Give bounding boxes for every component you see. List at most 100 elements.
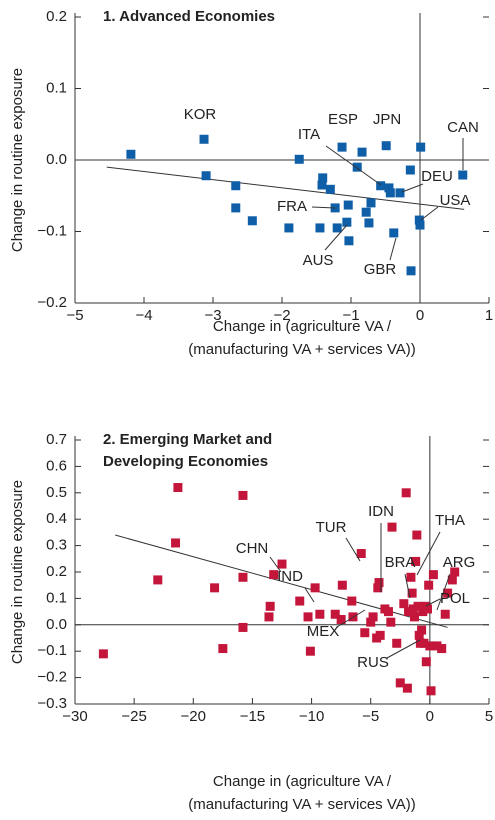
- point: [357, 147, 367, 157]
- point: [373, 583, 383, 593]
- x-tick-label: 5: [485, 708, 493, 725]
- point: [210, 583, 220, 593]
- annotation: POL: [440, 590, 470, 607]
- point: [404, 607, 414, 617]
- point: [126, 149, 136, 159]
- y-tick-label: 0.1: [46, 79, 67, 96]
- x-tick-label: 0: [426, 708, 434, 725]
- leader-line: [386, 639, 421, 659]
- point: [352, 162, 362, 172]
- leader-line: [336, 609, 366, 628]
- annotation: TUR: [316, 519, 347, 536]
- point: [386, 617, 396, 627]
- point: [381, 141, 391, 151]
- annotation: KOR: [184, 106, 217, 123]
- y-axis-title: Change in routine exposure: [9, 68, 26, 252]
- y-tick-label: −0.1: [37, 222, 67, 239]
- annotation: ITA: [298, 126, 320, 143]
- x-tick-label: −1: [342, 307, 359, 324]
- point: [265, 601, 275, 611]
- point: [383, 607, 393, 617]
- point: [376, 181, 386, 191]
- annotation: JPN: [373, 111, 401, 128]
- leader-line: [269, 556, 282, 573]
- point: [98, 649, 108, 659]
- point: [421, 657, 431, 667]
- point: [337, 580, 347, 590]
- point: [407, 588, 417, 598]
- annotation: CAN: [447, 119, 479, 136]
- point: [337, 142, 347, 152]
- annotation: IND: [277, 568, 303, 585]
- point: [428, 570, 438, 580]
- point: [366, 617, 376, 627]
- point: [399, 599, 409, 609]
- leader-line: [416, 531, 441, 576]
- leader-line: [436, 573, 451, 611]
- y-tick-label: 0.7: [46, 431, 67, 448]
- point: [361, 207, 371, 217]
- point: [406, 572, 416, 582]
- point: [375, 630, 385, 640]
- x-tick-label: −5: [362, 708, 379, 725]
- x-tick-label: −30: [62, 708, 87, 725]
- point: [366, 198, 376, 208]
- scatter-panel: −0.3 −0.2 −0.1 0.0 0.1 0.2 0.3 0.4 0.5 0.6 0.7 −30 −…: [9, 431, 493, 813]
- point: [395, 188, 405, 198]
- leader-line: [325, 145, 382, 186]
- leader-line: [345, 537, 361, 562]
- point: [153, 575, 163, 585]
- point: [412, 530, 422, 540]
- point: [231, 203, 241, 213]
- point: [406, 266, 416, 276]
- leader-line: [425, 598, 441, 607]
- point: [330, 609, 340, 619]
- point: [294, 154, 304, 164]
- point: [201, 171, 211, 181]
- point: [443, 588, 453, 598]
- point: [238, 622, 248, 632]
- x-tick-label: −2: [273, 307, 290, 324]
- point: [437, 644, 447, 654]
- point: [414, 630, 424, 640]
- x-tick-label: −3: [204, 307, 221, 324]
- fit-line: [106, 166, 465, 210]
- point: [440, 609, 450, 619]
- point: [332, 223, 342, 233]
- annotation: RUS: [357, 654, 389, 671]
- y-tick-label: 0.0: [46, 151, 67, 168]
- point: [344, 236, 354, 246]
- y-tick-label: −0.3: [37, 695, 67, 712]
- point: [415, 220, 425, 230]
- point: [364, 218, 374, 228]
- point: [199, 134, 209, 144]
- annotation: BRA: [385, 554, 416, 571]
- point: [277, 559, 287, 569]
- point: [247, 216, 257, 226]
- point: [385, 188, 395, 198]
- y-tick-label: 0.1: [46, 589, 67, 606]
- point: [422, 604, 432, 614]
- point: [231, 181, 241, 191]
- point: [458, 170, 468, 180]
- leader-line: [389, 237, 397, 261]
- point: [264, 612, 274, 622]
- point: [360, 628, 370, 638]
- panel-title: 1. Advanced Economies: [103, 8, 275, 25]
- annotation: DEU: [421, 168, 453, 185]
- x-tick-label: −5: [66, 307, 83, 324]
- point: [419, 638, 429, 648]
- x-axis-title: Change in (agriculture VA /: [213, 773, 392, 790]
- x-tick-label: 0: [416, 307, 424, 324]
- point: [347, 596, 357, 606]
- annotation: IDN: [368, 503, 394, 520]
- x-tick-label: −10: [299, 708, 324, 725]
- point: [343, 200, 353, 210]
- y-tick-label: 0.2: [46, 563, 67, 580]
- point: [395, 678, 405, 688]
- point: [389, 228, 399, 238]
- y-tick-label: −0.1: [37, 642, 67, 659]
- point: [342, 217, 352, 227]
- x-axis-title: (manufacturing VA + services VA)): [188, 341, 415, 358]
